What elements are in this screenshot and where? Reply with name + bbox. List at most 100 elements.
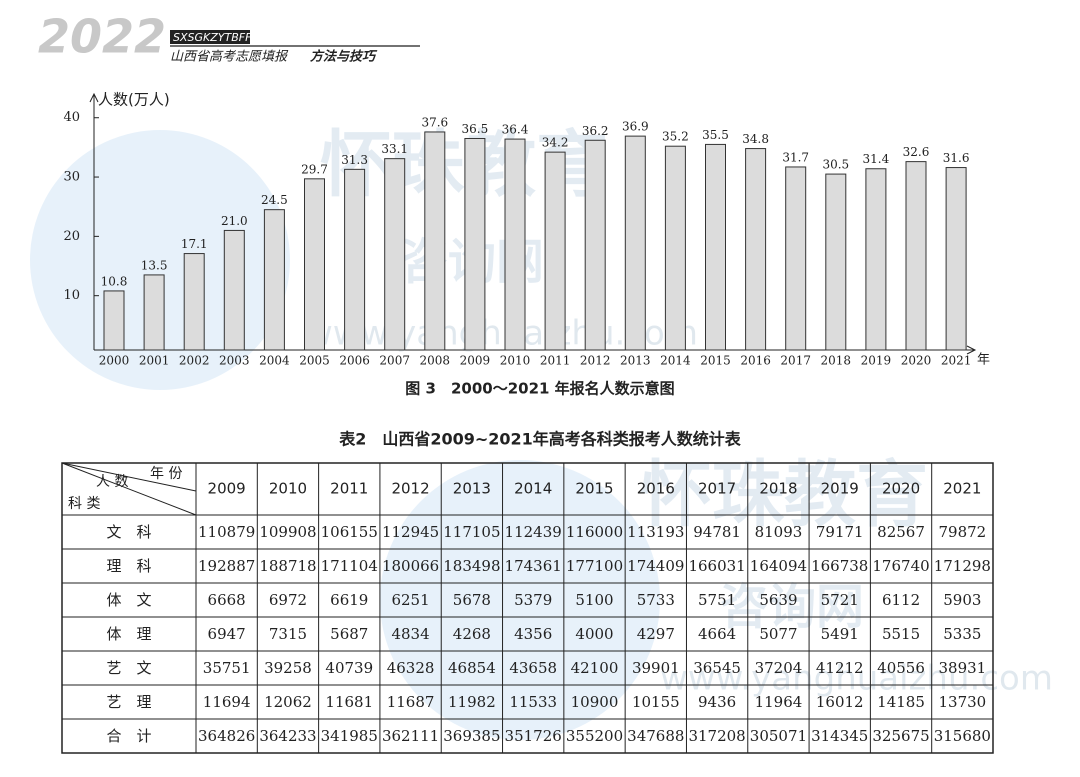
table-cell: 5903: [943, 591, 981, 609]
x-tick-label: 2007: [379, 354, 410, 368]
y-axis-label: 人数(万人): [98, 91, 170, 109]
bar: [143, 274, 165, 351]
value-label: 21.0: [221, 214, 248, 228]
x-tick-label: 2002: [179, 354, 210, 368]
x-tick-label: 2020: [901, 354, 932, 368]
table-title: 表2 山西省2009~2021年高考各科类报考人数统计表: [338, 430, 742, 449]
table-cell: 40739: [325, 659, 373, 677]
bar: [664, 145, 686, 351]
bar: [745, 148, 767, 351]
x-tick-label: 2015: [700, 354, 731, 368]
table-cell: 171298: [934, 557, 991, 575]
value-label: 31.3: [341, 153, 368, 167]
table-cell: 42100: [571, 659, 619, 677]
table-cell: 4268: [453, 625, 491, 643]
table-cell: 315680: [934, 727, 991, 745]
table-cell: 12062: [264, 693, 312, 711]
row-header: 合 计: [106, 727, 151, 745]
corner-diagonal: [61, 462, 197, 492]
table-cell: 7315: [269, 625, 307, 643]
bar: [424, 131, 446, 351]
table-cell: 41212: [816, 659, 864, 677]
x-tick-label: 2014: [660, 354, 691, 368]
column-header: 2015: [575, 480, 613, 498]
table-cell: 81093: [755, 523, 803, 541]
chart: 人数(万人) 年图 3 2000～2021 年报名人数示意图 10 20 30 40 10.…: [63, 91, 990, 398]
column-header: 2011: [330, 480, 368, 498]
chart-title: 图 3 2000～2021 年报名人数示意图: [405, 380, 674, 398]
header-code: SXSGKZYTBFFYJQ: [173, 31, 270, 44]
x-tick-label: 2006: [339, 354, 370, 368]
column-header: 2021: [943, 480, 981, 498]
bar: [384, 158, 406, 351]
table-cell: 4664: [698, 625, 736, 643]
table-cell: 6251: [391, 591, 429, 609]
table-cell: 5379: [514, 591, 552, 609]
table-cell: 11533: [509, 693, 557, 711]
table-cell: 82567: [877, 523, 925, 541]
bar: [905, 161, 927, 351]
bar: [624, 135, 646, 351]
table-cell: 37204: [755, 659, 803, 677]
table-cell: 180066: [382, 557, 439, 575]
watermark-brand: 怀珠教育: [640, 453, 928, 537]
table-cell: 5733: [637, 591, 675, 609]
x-tick-label: 2009: [460, 354, 491, 368]
table-cell: 113193: [627, 523, 684, 541]
column-header: 2018: [759, 480, 797, 498]
table-cell: 5721: [821, 591, 859, 609]
value-label: 24.5: [261, 193, 288, 207]
bar: [945, 167, 967, 351]
table-cell: 16012: [816, 693, 864, 711]
value-label: 32.6: [903, 145, 930, 159]
column-header: 2013: [453, 480, 491, 498]
bar: [103, 290, 125, 351]
table-cell: 6619: [330, 591, 368, 609]
table-cell: 5687: [330, 625, 368, 643]
bar: [344, 168, 366, 351]
table-cell: 117105: [443, 523, 500, 541]
x-tick-label: 2001: [139, 354, 170, 368]
x-tick-label: 2005: [299, 354, 330, 368]
x-tick-label: 2011: [540, 354, 571, 368]
table-cell: 166738: [811, 557, 868, 575]
value-label: 31.7: [782, 150, 809, 164]
table-cell: 43658: [509, 659, 557, 677]
table-cell: 5491: [821, 625, 859, 643]
table-cell: 4000: [575, 625, 613, 643]
table-cell: 6972: [269, 591, 307, 609]
row-header: 文 科: [106, 523, 151, 541]
table-cell: 40556: [877, 659, 925, 677]
bar: [263, 209, 285, 351]
x-tick-label: 2017: [780, 354, 811, 368]
value-label: 34.8: [742, 132, 769, 146]
table-cell: 166031: [688, 557, 745, 575]
watermark-url: www.yanghuaizhu.com: [660, 659, 1053, 699]
code-bg: [170, 30, 250, 44]
table-cell: 305071: [750, 727, 807, 745]
watermark-sub: 咨询网: [720, 579, 864, 635]
x-tick-label: 2003: [219, 354, 250, 368]
x-tick-label: 2021: [941, 354, 972, 368]
row-header: 理 科: [106, 557, 151, 575]
table-cell: 176740: [872, 557, 929, 575]
table-cell: 177100: [566, 557, 623, 575]
table-cell: 79872: [938, 523, 986, 541]
table-cell: 5100: [575, 591, 613, 609]
table-cell: 46854: [448, 659, 496, 677]
value-label: 36.4: [502, 123, 529, 137]
bar: [464, 137, 486, 351]
column-header: 2012: [391, 480, 429, 498]
x-tick-label: 2013: [620, 354, 651, 368]
value-label: 35.2: [662, 130, 689, 144]
column-header: 2017: [698, 480, 736, 498]
table-cell: 11681: [325, 693, 373, 711]
corner-diagonal: [61, 462, 197, 516]
column-header: 2020: [882, 480, 920, 498]
bar: [183, 253, 205, 351]
bar: [304, 178, 325, 351]
table-cell: 36545: [693, 659, 741, 677]
table-border: [61, 462, 994, 754]
x-axis-arrow: [966, 345, 977, 355]
